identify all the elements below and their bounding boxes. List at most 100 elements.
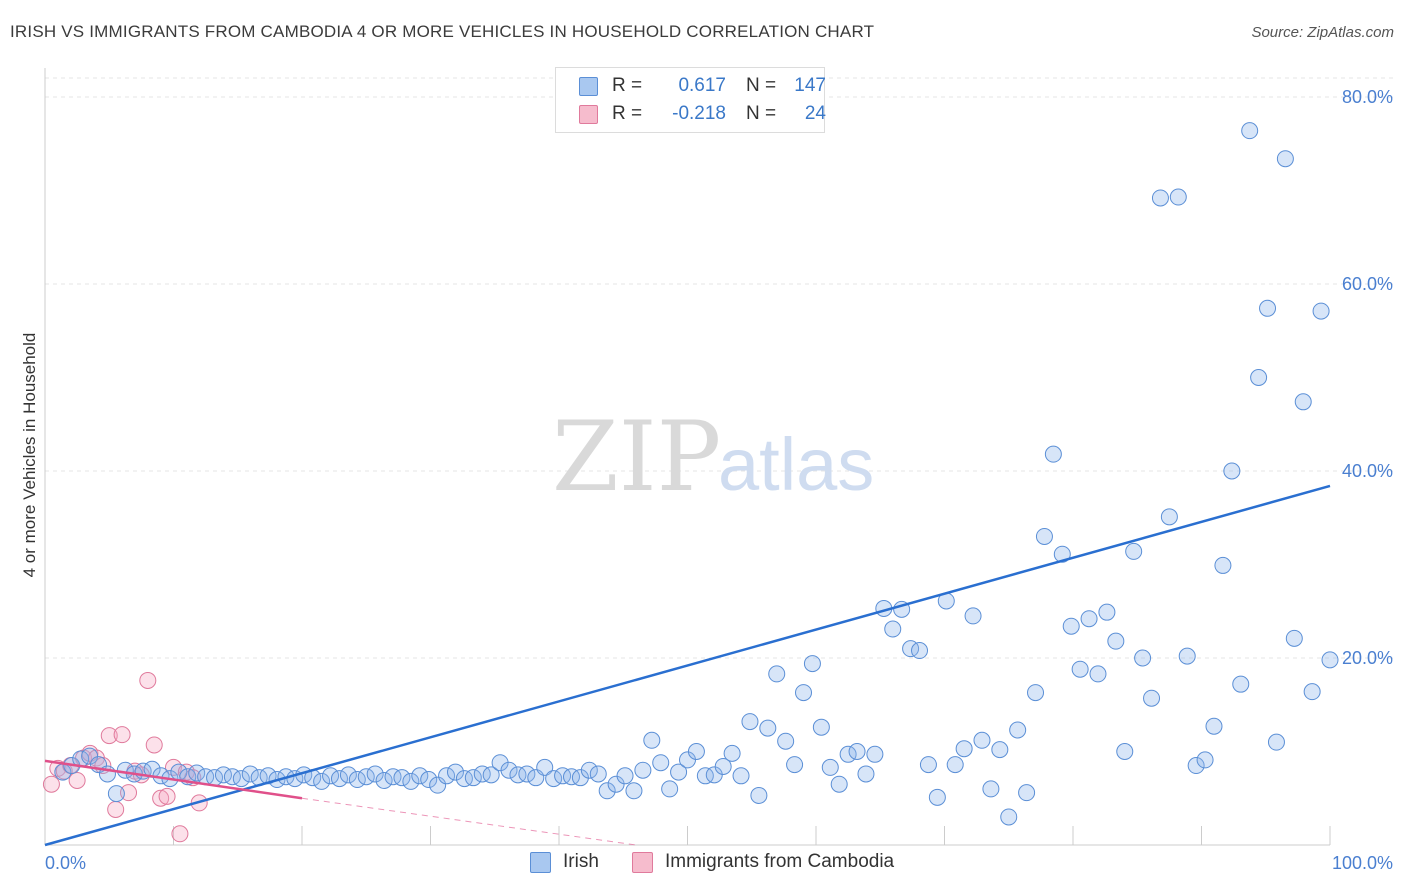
cambodia-point xyxy=(145,736,163,754)
cambodia-point xyxy=(120,784,138,802)
chart-title: IRISH VS IMMIGRANTS FROM CAMBODIA 4 OR M… xyxy=(10,22,875,41)
irish-point xyxy=(955,740,973,758)
irish-point xyxy=(973,731,991,749)
cambodia-point xyxy=(152,789,170,807)
irish-point xyxy=(821,758,839,776)
watermark-zip: ZIP xyxy=(552,401,721,513)
irish-point xyxy=(1107,632,1125,650)
irish-point xyxy=(1160,508,1178,526)
irish-point xyxy=(1214,556,1232,574)
legend-n-label: N = xyxy=(746,103,777,124)
irish-point xyxy=(652,754,670,772)
irish-point xyxy=(857,765,875,783)
irish-point xyxy=(1053,545,1071,563)
irish-point xyxy=(803,655,821,673)
irish-point xyxy=(928,788,946,806)
irish-point xyxy=(768,665,786,683)
x-tick-label: 0.0% xyxy=(45,853,86,873)
irish-point xyxy=(625,782,643,800)
y-tick-label: 80.0% xyxy=(1342,87,1393,107)
irish-point xyxy=(964,607,982,625)
irish-point xyxy=(1116,743,1134,760)
irish-point xyxy=(616,767,634,785)
irish-point xyxy=(241,765,259,783)
irish-point xyxy=(455,770,473,788)
y-tick-label: 40.0% xyxy=(1342,461,1393,481)
irish-point xyxy=(562,768,580,786)
bottom-legend-irish: Irish xyxy=(530,851,599,873)
irish-point xyxy=(1169,188,1187,206)
irish-point xyxy=(991,741,1009,759)
irish-point xyxy=(420,771,438,789)
irish-point xyxy=(946,756,964,774)
legend-swatch-irish xyxy=(579,76,598,96)
irish-point xyxy=(500,761,518,779)
irish-point xyxy=(1027,684,1045,702)
legend-n-value: 147 xyxy=(794,75,826,96)
irish-point xyxy=(1151,189,1169,207)
bottom-legend-swatch-irish xyxy=(530,851,551,873)
irish-point xyxy=(1285,629,1303,647)
legend-row-irish: R = 0.617 N = 147 xyxy=(556,72,826,100)
irish-point xyxy=(1303,683,1321,701)
legend-r-label: R = xyxy=(612,103,643,124)
irish-point xyxy=(1276,150,1294,168)
irish-point xyxy=(482,766,500,784)
irish-point xyxy=(330,770,348,788)
irish-point xyxy=(1044,445,1062,463)
irish-point xyxy=(1187,757,1205,775)
irish-point xyxy=(866,745,884,763)
irish-point xyxy=(598,782,616,800)
irish-point xyxy=(723,744,741,762)
irish-point xyxy=(1125,542,1143,560)
irish-point xyxy=(1071,660,1089,678)
legend-row-cambodia: R = -0.218 N = 24 xyxy=(556,100,826,128)
irish-point xyxy=(1018,784,1036,802)
irish-points xyxy=(54,122,1339,826)
cambodia-point xyxy=(158,787,176,805)
irish-point xyxy=(696,767,714,785)
tick-labels: 20.0% 40.0% 60.0% 80.0% 0.0% 100.0% xyxy=(45,87,1393,873)
irish-point xyxy=(473,765,491,783)
grid-lines xyxy=(45,77,1395,659)
irish-point xyxy=(750,786,768,804)
cambodia-point xyxy=(107,800,125,818)
irish-point xyxy=(919,756,937,774)
y-axis-label: 4 or more Vehicles in Household xyxy=(20,333,39,578)
irish-point xyxy=(509,766,527,784)
cambodia-points xyxy=(42,671,208,843)
irish-point xyxy=(411,767,429,785)
irish-point xyxy=(313,772,331,790)
irish-point xyxy=(107,785,125,803)
irish-point xyxy=(982,780,1000,798)
legend-r-label: R = xyxy=(612,75,643,96)
irish-point xyxy=(687,743,705,760)
bottom-legend-label-cambodia: Immigrants from Cambodia xyxy=(665,851,895,872)
irish-point xyxy=(1009,721,1027,739)
irish-point xyxy=(795,684,813,702)
irish-point xyxy=(1178,647,1196,665)
irish-point xyxy=(714,757,732,775)
irish-point xyxy=(232,770,250,788)
irish-point xyxy=(429,776,447,794)
irish-trend-line xyxy=(44,484,1331,847)
irish-point xyxy=(1259,299,1277,317)
cambodia-trend-extension xyxy=(301,797,637,846)
irish-point xyxy=(1089,665,1107,683)
irish-point xyxy=(1134,649,1152,667)
irish-point xyxy=(1312,302,1330,320)
irish-point xyxy=(1000,808,1018,826)
irish-point xyxy=(777,732,795,750)
legend: R = 0.617 N = 147 R = -0.218 N = 24 xyxy=(555,67,826,133)
irish-point xyxy=(384,768,402,786)
x-tick-label: 100.0% xyxy=(1332,853,1393,873)
irish-point xyxy=(1250,369,1268,386)
cambodia-point xyxy=(68,771,86,789)
irish-point xyxy=(741,713,759,731)
irish-point xyxy=(554,767,572,785)
irish-point xyxy=(536,758,554,776)
irish-point xyxy=(732,767,750,785)
cambodia-point xyxy=(139,671,157,689)
irish-point xyxy=(1294,393,1312,411)
